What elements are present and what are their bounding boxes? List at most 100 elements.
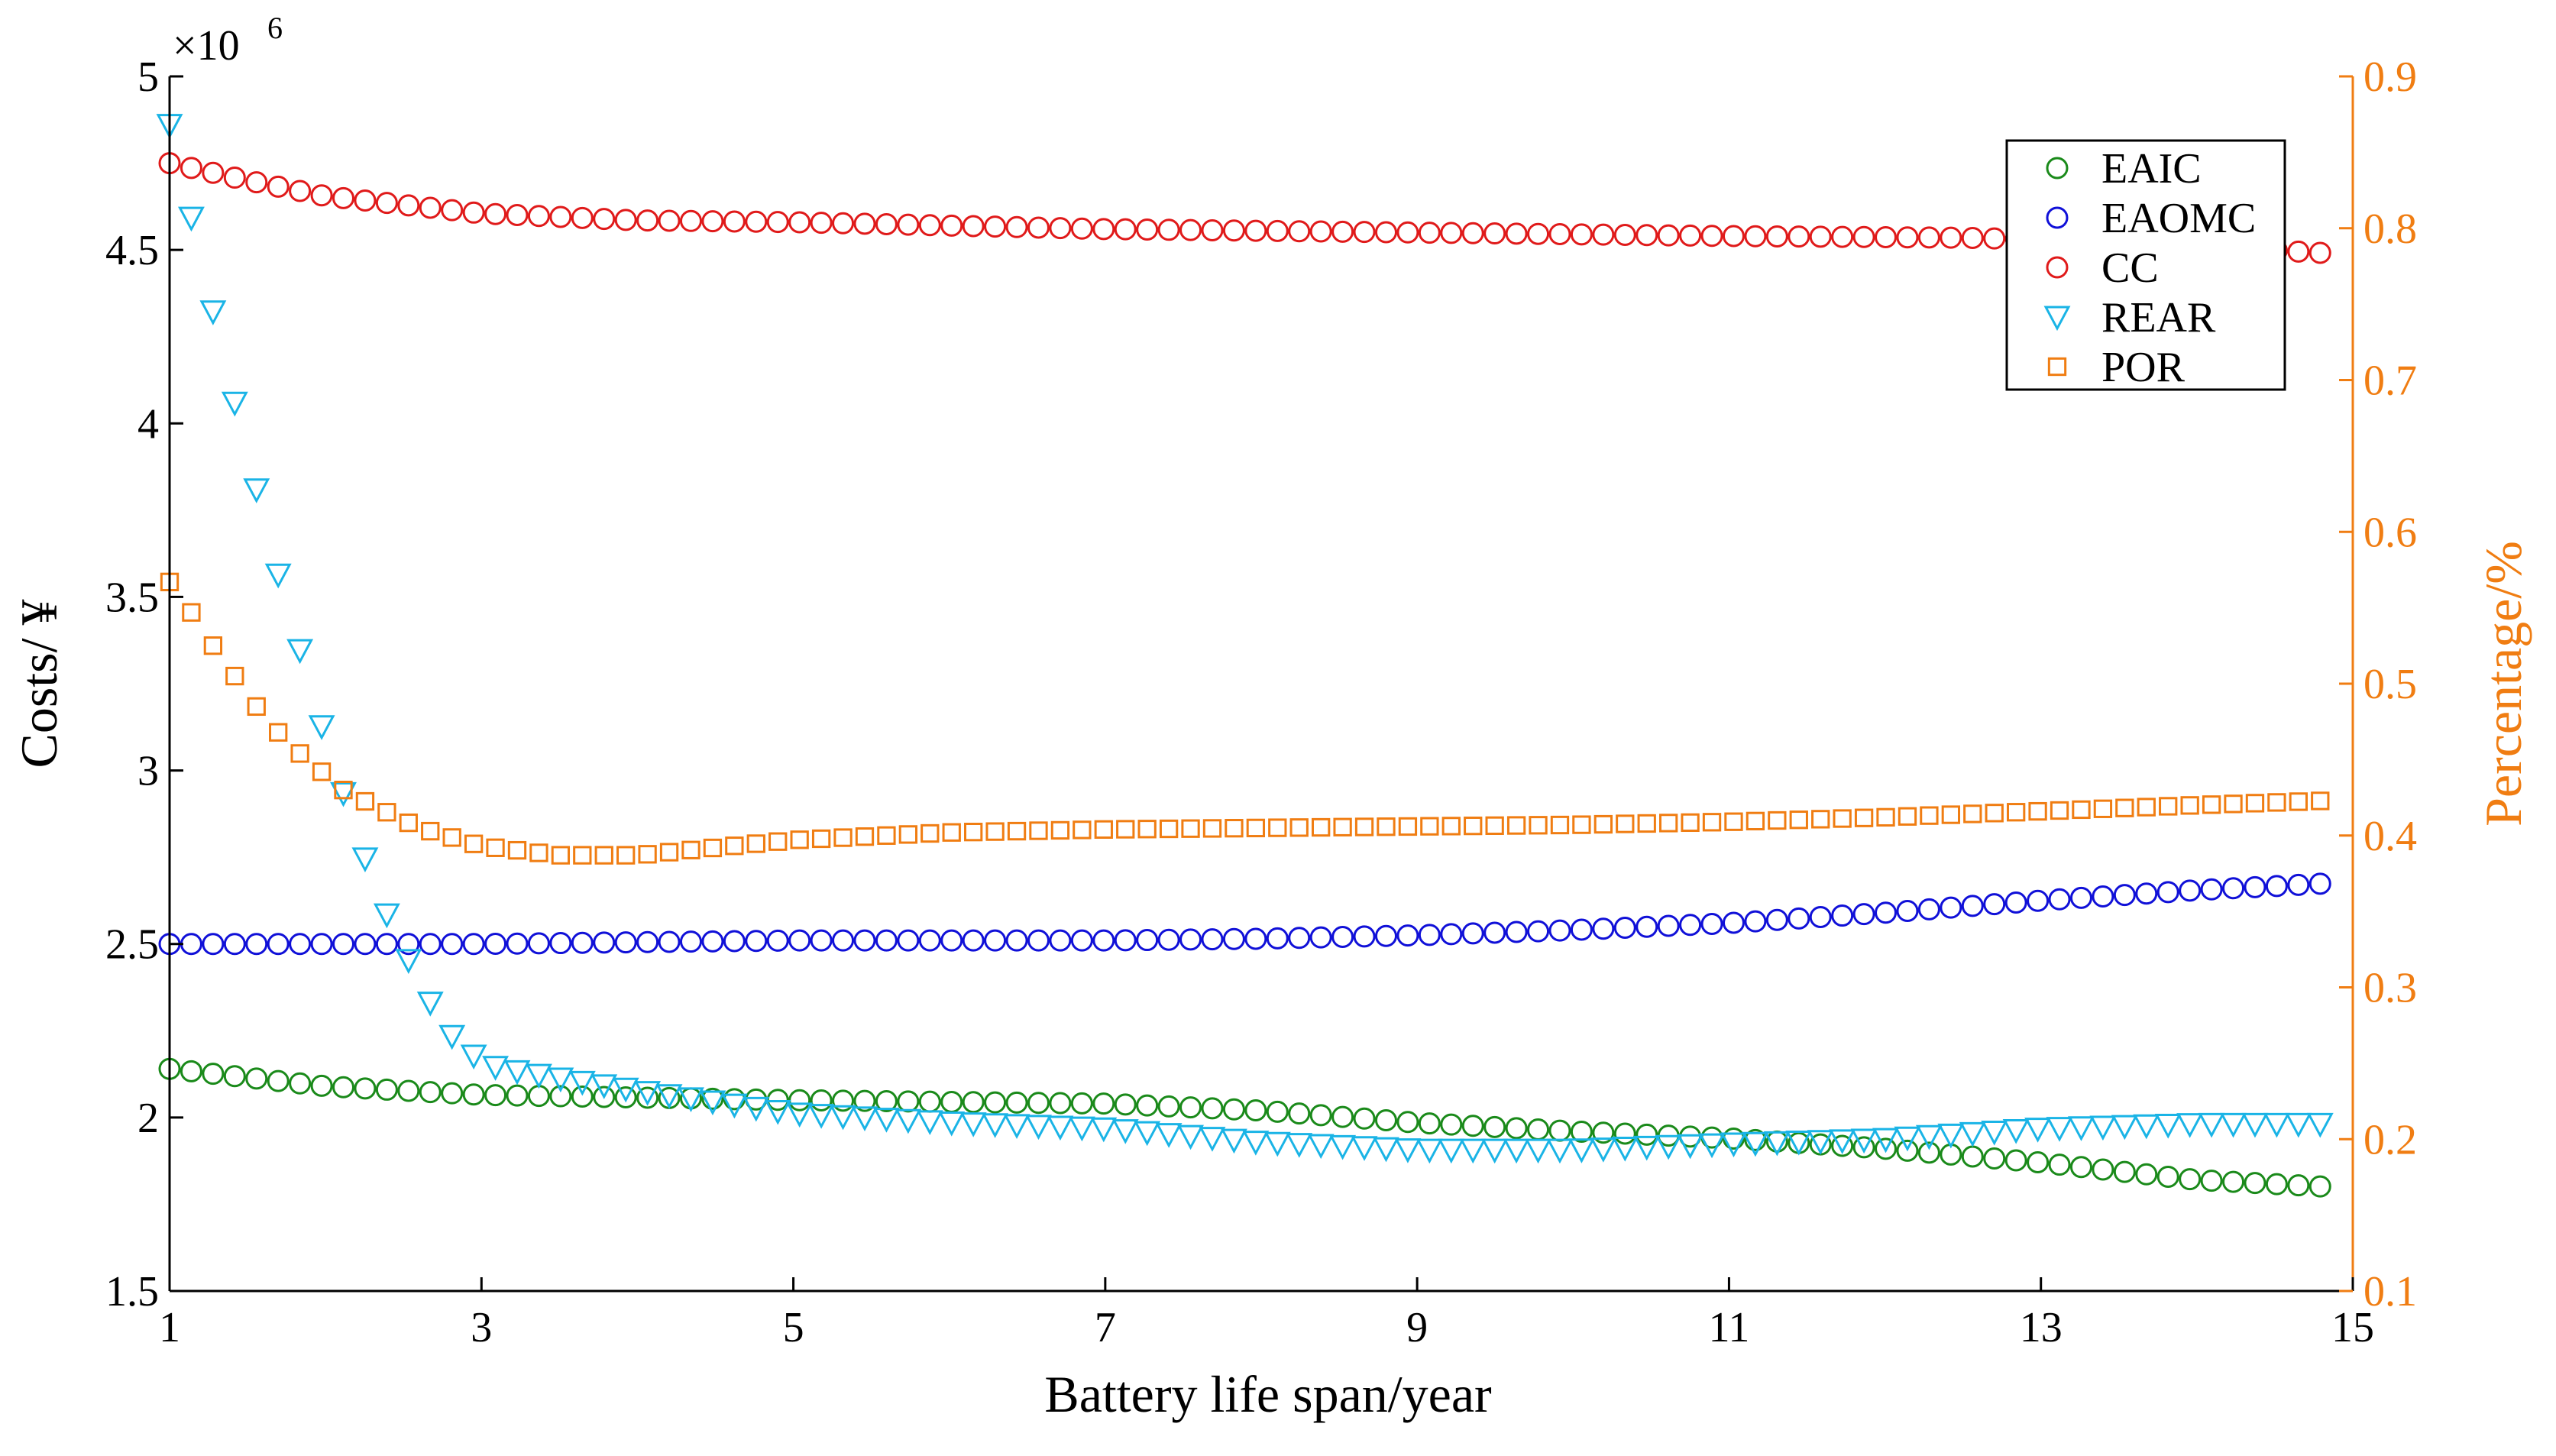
eaic-point [984, 1091, 1007, 1114]
right-y-tick-label: 0.7 [2363, 358, 2417, 405]
right-y-tick-label: 0.4 [2363, 813, 2417, 860]
eaic-point [1374, 1109, 1397, 1132]
eaomc-point [1244, 927, 1267, 950]
rear-point [1481, 1138, 1509, 1164]
left-y-tick-label: 4 [138, 400, 159, 448]
x-tick-label: 7 [1095, 1304, 1116, 1351]
left-y-tick-label: 3.5 [105, 574, 159, 621]
rear-point [851, 1106, 878, 1132]
por-point [1833, 809, 1852, 828]
cc-point [1266, 219, 1289, 242]
rear-point [1655, 1134, 1682, 1160]
eaomc-point [1570, 918, 1593, 941]
rear-point [2068, 1116, 2095, 1141]
eaic-point [1244, 1098, 1267, 1121]
rear-point [938, 1111, 966, 1137]
por-point [2159, 797, 2178, 816]
rear-point [351, 847, 379, 873]
cc-point [375, 192, 398, 215]
rear-point [1329, 1134, 1357, 1160]
cc-point [1505, 222, 1528, 245]
eaomc-point [2265, 875, 2288, 898]
por-point [421, 821, 440, 841]
rear-point [2198, 1112, 2225, 1138]
eaic-point [1136, 1094, 1159, 1117]
eaic-point [2287, 1174, 2310, 1197]
por-point [1159, 819, 1179, 839]
rear-point [1981, 1120, 2008, 1146]
rear-point [416, 992, 444, 1017]
cc-point [397, 194, 420, 217]
rear-point [699, 1090, 726, 1116]
por-point [2224, 794, 2243, 814]
left-y-tick-label: 5 [138, 53, 159, 101]
por-point [703, 838, 723, 858]
rear-point [720, 1093, 748, 1119]
eaic-point [527, 1085, 550, 1108]
por-point [2180, 796, 2199, 815]
eaic-point [918, 1090, 941, 1113]
eaic-point [289, 1072, 312, 1095]
por-point [507, 840, 527, 860]
x-tick-label: 11 [1708, 1304, 1749, 1351]
cc-point [1744, 225, 1767, 248]
cc-point [1483, 222, 1506, 245]
por-point [203, 636, 223, 655]
eaomc-point [701, 930, 724, 953]
eaic-point [1636, 1123, 1658, 1146]
por-point [1768, 811, 1787, 830]
right-y-tick-label: 0.8 [2363, 205, 2417, 253]
eaomc-point [180, 933, 202, 956]
eaomc-point [723, 930, 746, 953]
eaomc-point [679, 930, 702, 953]
por-point [855, 827, 875, 846]
eaic-point [462, 1083, 485, 1106]
eaomc-point [658, 930, 681, 953]
rear-point [1220, 1128, 1247, 1154]
eaomc-point [1548, 919, 1571, 942]
eaomc-point [2113, 884, 2136, 907]
por-point [551, 846, 571, 865]
eaomc-point [462, 933, 485, 956]
cc-point [745, 210, 768, 233]
eaomc-point [1179, 928, 1202, 951]
eaomc-point [1961, 895, 1984, 917]
eaomc-point [419, 933, 442, 956]
rear-point [199, 300, 227, 325]
eaic-point [2069, 1156, 2092, 1179]
rear-point [2285, 1112, 2312, 1138]
eaomc-point [1201, 928, 1224, 951]
eaomc-point [1049, 929, 1072, 952]
eaomc-point [332, 933, 354, 956]
eaomc-point [636, 930, 659, 953]
por-point [486, 838, 505, 857]
cc-point [1636, 224, 1658, 247]
cc-point [1657, 224, 1680, 247]
rear-point [2176, 1113, 2204, 1138]
eaic-point [788, 1089, 811, 1111]
por-point [2028, 801, 2047, 821]
rear-point [2154, 1113, 2182, 1139]
cc-point [527, 205, 550, 228]
rear-point [612, 1077, 639, 1103]
rear-point [1525, 1138, 1551, 1164]
eaic-point [571, 1086, 594, 1108]
eaomc-point [1505, 921, 1528, 943]
por-point [269, 723, 288, 742]
eaic-point [245, 1067, 268, 1090]
eaomc-point [2069, 886, 2092, 909]
por-point [725, 836, 744, 856]
rear-point [221, 391, 248, 417]
eaomc-point [940, 929, 963, 952]
eaomc-point [1765, 908, 1788, 931]
rear-point [1134, 1121, 1161, 1147]
cc-point [962, 215, 985, 238]
por-point [1050, 820, 1070, 840]
eaomc-point [1353, 925, 1376, 948]
cc-point [571, 206, 594, 229]
eaic-point [1788, 1131, 1810, 1154]
eaic-point [1592, 1121, 1615, 1144]
left-y-tick-label: 1.5 [105, 1268, 159, 1315]
rear-point [243, 478, 270, 503]
eaic-point [1114, 1093, 1137, 1116]
